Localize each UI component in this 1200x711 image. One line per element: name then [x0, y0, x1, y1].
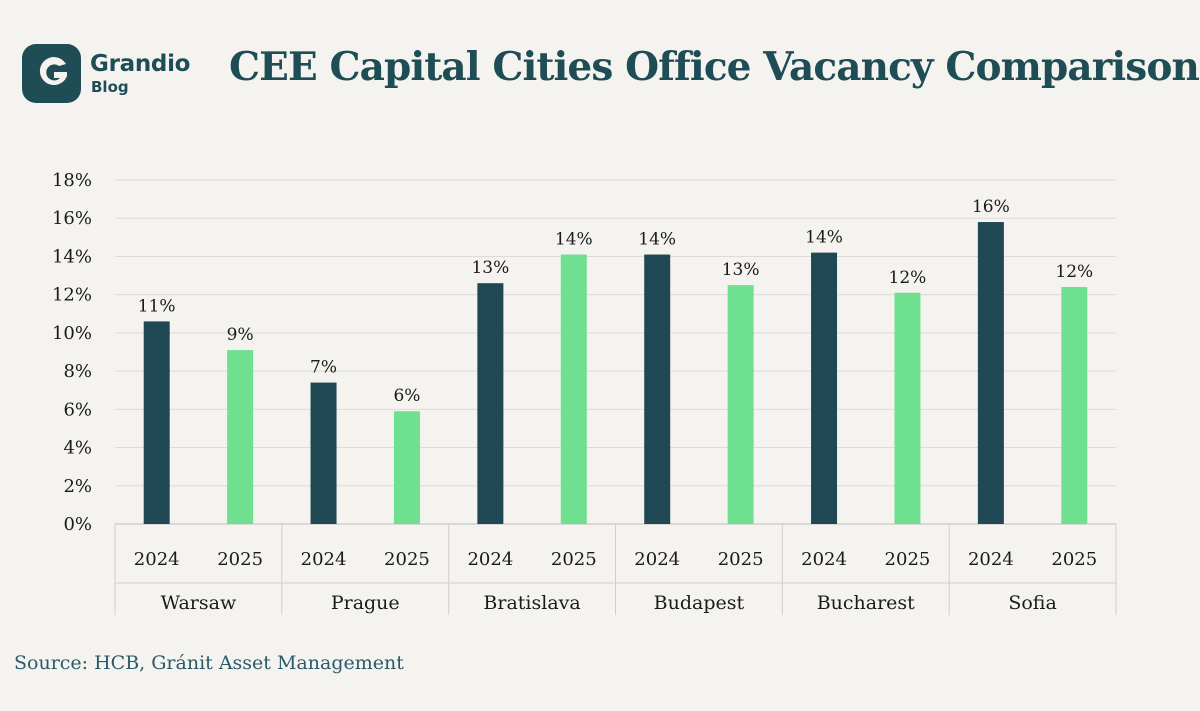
y-tick-label: 12%	[52, 285, 92, 306]
x-tick-label: 2025	[551, 549, 597, 570]
bar-2024	[811, 252, 838, 524]
bar-2025	[227, 350, 254, 524]
y-tick-label: 8%	[63, 361, 92, 382]
data-label: 12%	[1055, 262, 1093, 282]
bar-2024	[477, 283, 504, 524]
x-tick-label: 2024	[467, 549, 513, 570]
x-tick-label: 2024	[634, 549, 680, 570]
data-label: 9%	[227, 325, 254, 345]
y-tick-label: 18%	[52, 170, 92, 191]
x-tick-label: 2025	[217, 549, 263, 570]
bar-2025	[560, 254, 587, 525]
brand-subtitle: Blog	[91, 77, 129, 96]
y-tick-label: 6%	[63, 399, 92, 420]
y-tick-label: 14%	[52, 246, 92, 267]
category-label: Prague	[331, 592, 400, 614]
bar-2024	[143, 321, 170, 524]
page-title: CEE Capital Cities Office Vacancy Compar…	[229, 44, 1200, 90]
brand-logo: Grandio Blog	[22, 44, 190, 103]
bar-chart: 0% 2% 4% 6% 8% 10% 12% 14% 16% 18% 11% 2024 9% 2025 Wa…	[52, 170, 1117, 615]
bar-2025	[1061, 287, 1088, 524]
x-tick-label: 2024	[968, 549, 1014, 570]
x-tick-label: 2024	[801, 549, 847, 570]
category-label: Sofia	[1008, 592, 1056, 614]
data-label: 7%	[310, 358, 337, 378]
category-label: Budapest	[654, 592, 745, 614]
y-tick-label: 0%	[63, 514, 92, 535]
data-label: 11%	[138, 296, 176, 316]
grandio-logo-icon	[22, 44, 81, 103]
category-label: Bratislava	[483, 592, 580, 614]
bar-2025	[727, 285, 754, 524]
x-tick-label: 2025	[384, 549, 430, 570]
category-label: Bucharest	[817, 592, 915, 614]
y-tick-label: 2%	[63, 476, 92, 497]
category-label: Warsaw	[161, 592, 237, 614]
data-label: 12%	[889, 268, 927, 288]
brand-name: Grandio	[90, 50, 191, 77]
x-tick-label: 2025	[1051, 549, 1097, 570]
bar-2024	[310, 382, 337, 524]
data-label: 13%	[722, 260, 760, 280]
bar-2024	[644, 254, 671, 525]
source-note: Source: HCB, Gránit Asset Management	[14, 652, 404, 674]
x-tick-label: 2024	[134, 549, 180, 570]
bar-2025	[894, 292, 921, 524]
data-label: 6%	[393, 386, 420, 406]
x-tick-label: 2024	[301, 549, 347, 570]
bar-2025	[393, 411, 420, 524]
data-label: 14%	[638, 230, 676, 250]
data-label: 14%	[555, 230, 593, 250]
data-label: 16%	[972, 197, 1010, 217]
y-tick-label: 16%	[52, 208, 92, 229]
x-tick-label: 2025	[718, 549, 764, 570]
y-tick-label: 10%	[52, 323, 92, 344]
data-label: 14%	[805, 228, 843, 248]
bar-2024	[977, 222, 1004, 525]
y-tick-label: 4%	[63, 438, 92, 459]
x-tick-label: 2025	[885, 549, 931, 570]
data-label: 13%	[471, 258, 509, 278]
